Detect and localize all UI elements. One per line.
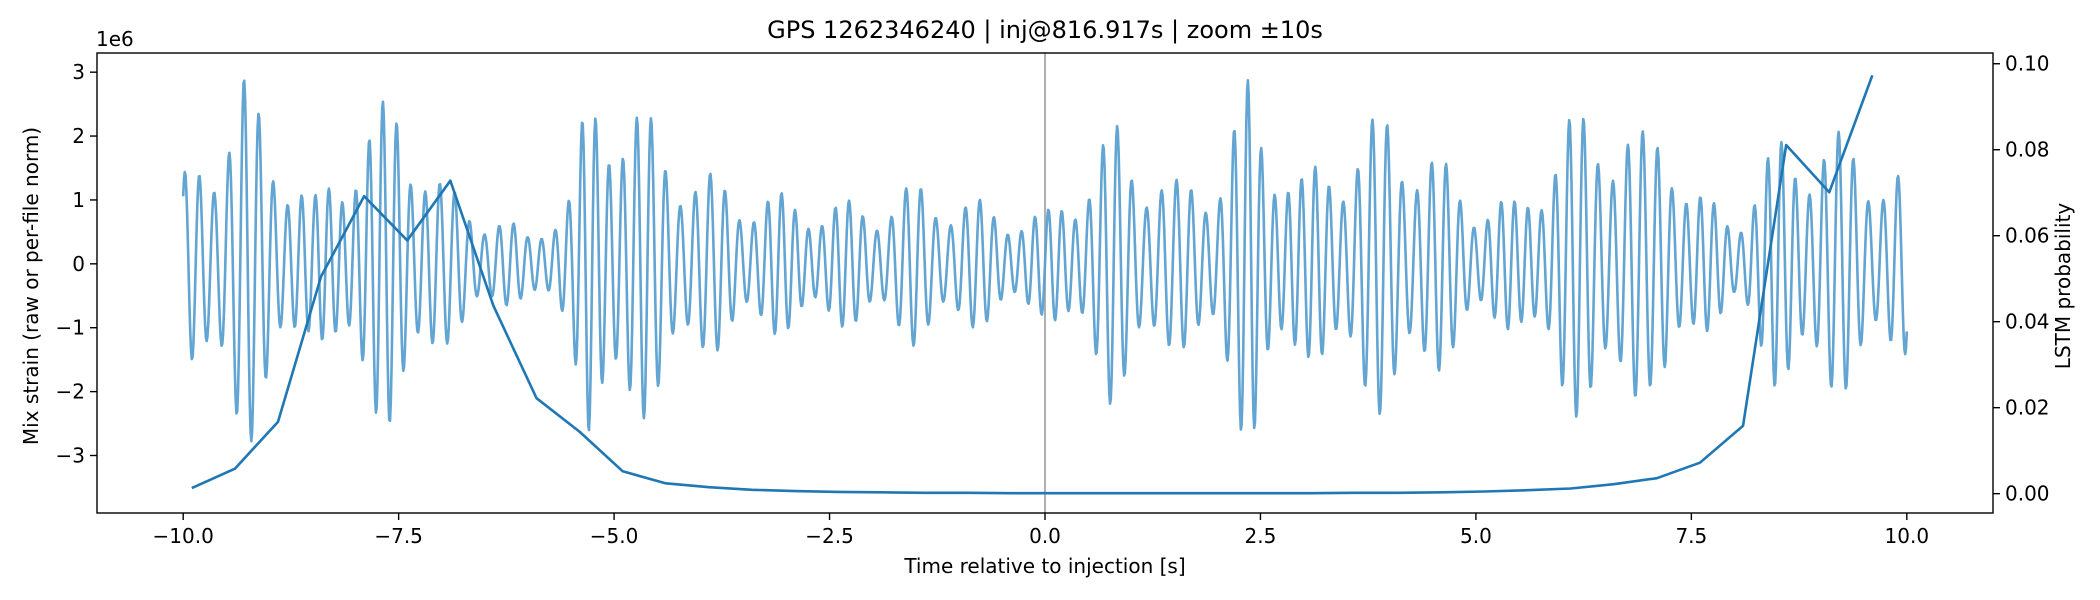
y-left-tick-label: −3 [56,444,85,468]
y-right-ticks: 0.00 0.02 0.04 0.06 0.08 0.10 [1993,52,2050,506]
x-ticks: −10.0 −7.5 −5.0 −2.5 0.0 2.5 5.0 7.5 10.0 [153,513,1930,548]
x-tick-label: 2.5 [1245,524,1277,548]
probability-series-line [191,74,1874,495]
strain-series-layer [181,79,1909,443]
y-left-tick-label: 2 [72,124,85,148]
probability-series-layer [191,74,1874,495]
y-left-offset-label: 1e6 [96,27,134,51]
x-tick-label: 0.0 [1029,524,1061,548]
y-right-tick-label: 0.08 [2005,138,2050,162]
x-tick-label: −5.0 [590,524,639,548]
x-tick-label: −10.0 [153,524,214,548]
x-tick-label: −2.5 [805,524,854,548]
x-tick-label: 10.0 [1885,524,1930,548]
y-left-tick-label: −2 [56,380,85,404]
y-left-tick-label: 1 [72,188,85,212]
x-tick-label: −7.5 [374,524,423,548]
chart-title: GPS 1262346240 | inj@816.917s | zoom ±10… [767,16,1323,44]
y-right-tick-label: 0.10 [2005,52,2050,76]
y-left-axis-label: Mix strain (raw or per-file norm) [19,127,43,445]
x-tick-label: 5.0 [1460,524,1492,548]
x-axis-label: Time relative to injection [s] [903,554,1185,578]
strain-series-line [181,79,1909,443]
y-left-tick-label: 0 [72,252,85,276]
y-right-tick-label: 0.00 [2005,482,2050,506]
y-left-tick-label: 3 [72,60,85,84]
y-right-tick-label: 0.04 [2005,310,2050,334]
y-right-axis-label: LSTM probability [2051,203,2075,370]
y-left-tick-label: −1 [56,316,85,340]
y-right-tick-label: 0.06 [2005,224,2050,248]
y-left-ticks: −3 −2 −1 0 1 2 3 [56,60,97,468]
y-right-tick-label: 0.02 [2005,396,2050,420]
x-tick-label: 7.5 [1675,524,1707,548]
